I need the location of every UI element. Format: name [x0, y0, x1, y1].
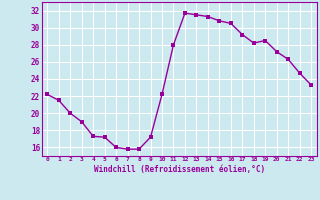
X-axis label: Windchill (Refroidissement éolien,°C): Windchill (Refroidissement éolien,°C) [94, 165, 265, 174]
